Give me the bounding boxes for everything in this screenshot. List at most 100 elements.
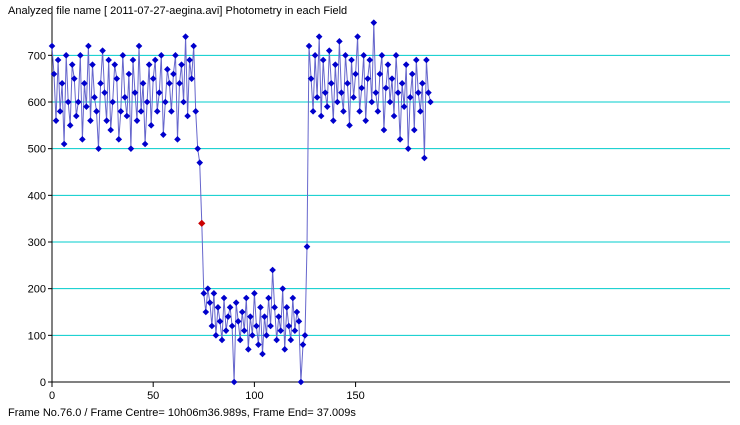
data-point	[410, 126, 418, 134]
data-point	[263, 332, 270, 339]
data-point	[342, 52, 349, 59]
data-point	[370, 19, 378, 26]
data-point	[147, 122, 155, 129]
data-point	[311, 52, 319, 59]
data-point	[224, 313, 232, 320]
data-point	[382, 84, 390, 92]
data-point	[228, 322, 236, 330]
data-point	[212, 332, 220, 339]
data-point	[332, 61, 339, 68]
data-point	[123, 112, 131, 120]
data-point	[79, 136, 86, 143]
data-point	[388, 75, 396, 82]
data-point	[350, 94, 357, 101]
data-point	[206, 299, 214, 306]
data-point	[247, 313, 254, 320]
data-point	[135, 42, 143, 50]
data-point	[109, 98, 117, 106]
data-point	[68, 61, 76, 68]
data-point	[255, 341, 262, 348]
data-point	[125, 70, 133, 78]
data-point	[242, 294, 250, 302]
data-point	[52, 117, 60, 124]
data-point	[121, 94, 129, 101]
data-point	[402, 61, 410, 68]
data-point	[226, 304, 234, 311]
data-point	[317, 112, 325, 120]
data-point	[265, 294, 272, 302]
current-frame-point	[198, 219, 206, 227]
data-point	[380, 126, 388, 134]
data-point	[352, 70, 359, 78]
data-point	[127, 145, 135, 152]
data-point	[151, 56, 159, 64]
data-point	[415, 89, 422, 96]
data-point	[392, 52, 400, 59]
y-tick-label-600: 600	[28, 97, 46, 109]
data-point	[356, 108, 363, 115]
data-point	[327, 80, 335, 87]
data-point	[408, 70, 416, 78]
data-point	[62, 52, 70, 59]
data-point	[232, 299, 240, 306]
data-point	[238, 308, 246, 316]
data-point	[97, 80, 104, 87]
data-point	[419, 80, 426, 87]
data-point	[319, 56, 327, 64]
x-tick-label-0: 0	[49, 390, 55, 402]
data-point	[87, 117, 94, 124]
data-point	[216, 318, 224, 325]
data-point	[372, 89, 380, 96]
data-point	[149, 75, 157, 82]
data-point	[188, 75, 195, 82]
data-point	[346, 122, 353, 129]
data-point	[182, 33, 189, 40]
y-tick-label-100: 100	[28, 330, 46, 342]
data-point	[196, 159, 204, 166]
data-point	[111, 61, 119, 68]
current-frame-marker	[198, 219, 206, 227]
y-tick-label-200: 200	[28, 284, 46, 296]
data-point	[160, 131, 167, 138]
data-point	[153, 108, 161, 115]
data-point	[253, 322, 260, 330]
data-point	[172, 52, 179, 59]
data-point	[115, 136, 123, 143]
data-point	[230, 378, 238, 386]
data-point	[99, 47, 106, 54]
data-point	[137, 108, 145, 115]
data-point	[378, 52, 386, 59]
x-tick-label-50: 50	[147, 390, 159, 402]
y-tick-label-300: 300	[28, 237, 46, 249]
data-point	[234, 318, 242, 325]
data-point	[259, 350, 266, 358]
data-point	[174, 136, 181, 143]
chart-title: Analyzed file name [ 2011-07-27-aegina.a…	[8, 5, 348, 17]
data-point	[54, 56, 62, 64]
data-point	[178, 61, 185, 68]
data-point	[133, 117, 141, 124]
data-point	[75, 98, 82, 106]
data-point	[289, 294, 297, 302]
data-point	[396, 136, 404, 143]
data-point	[344, 80, 351, 87]
data-point	[245, 346, 252, 353]
data-point	[129, 56, 137, 64]
data-point	[287, 336, 295, 344]
series-photometry	[48, 19, 434, 386]
data-point	[164, 66, 171, 73]
data-point	[303, 243, 311, 250]
data-point	[313, 94, 321, 101]
data-point	[394, 89, 402, 96]
data-point	[192, 108, 199, 115]
data-point	[168, 108, 175, 115]
gridlines	[52, 54, 730, 336]
data-point	[362, 117, 370, 124]
data-point	[131, 89, 139, 96]
data-point	[251, 290, 258, 297]
data-point	[348, 56, 355, 64]
data-point	[305, 42, 313, 50]
data-point	[291, 327, 299, 334]
data-point	[285, 322, 293, 330]
data-point	[279, 285, 287, 292]
